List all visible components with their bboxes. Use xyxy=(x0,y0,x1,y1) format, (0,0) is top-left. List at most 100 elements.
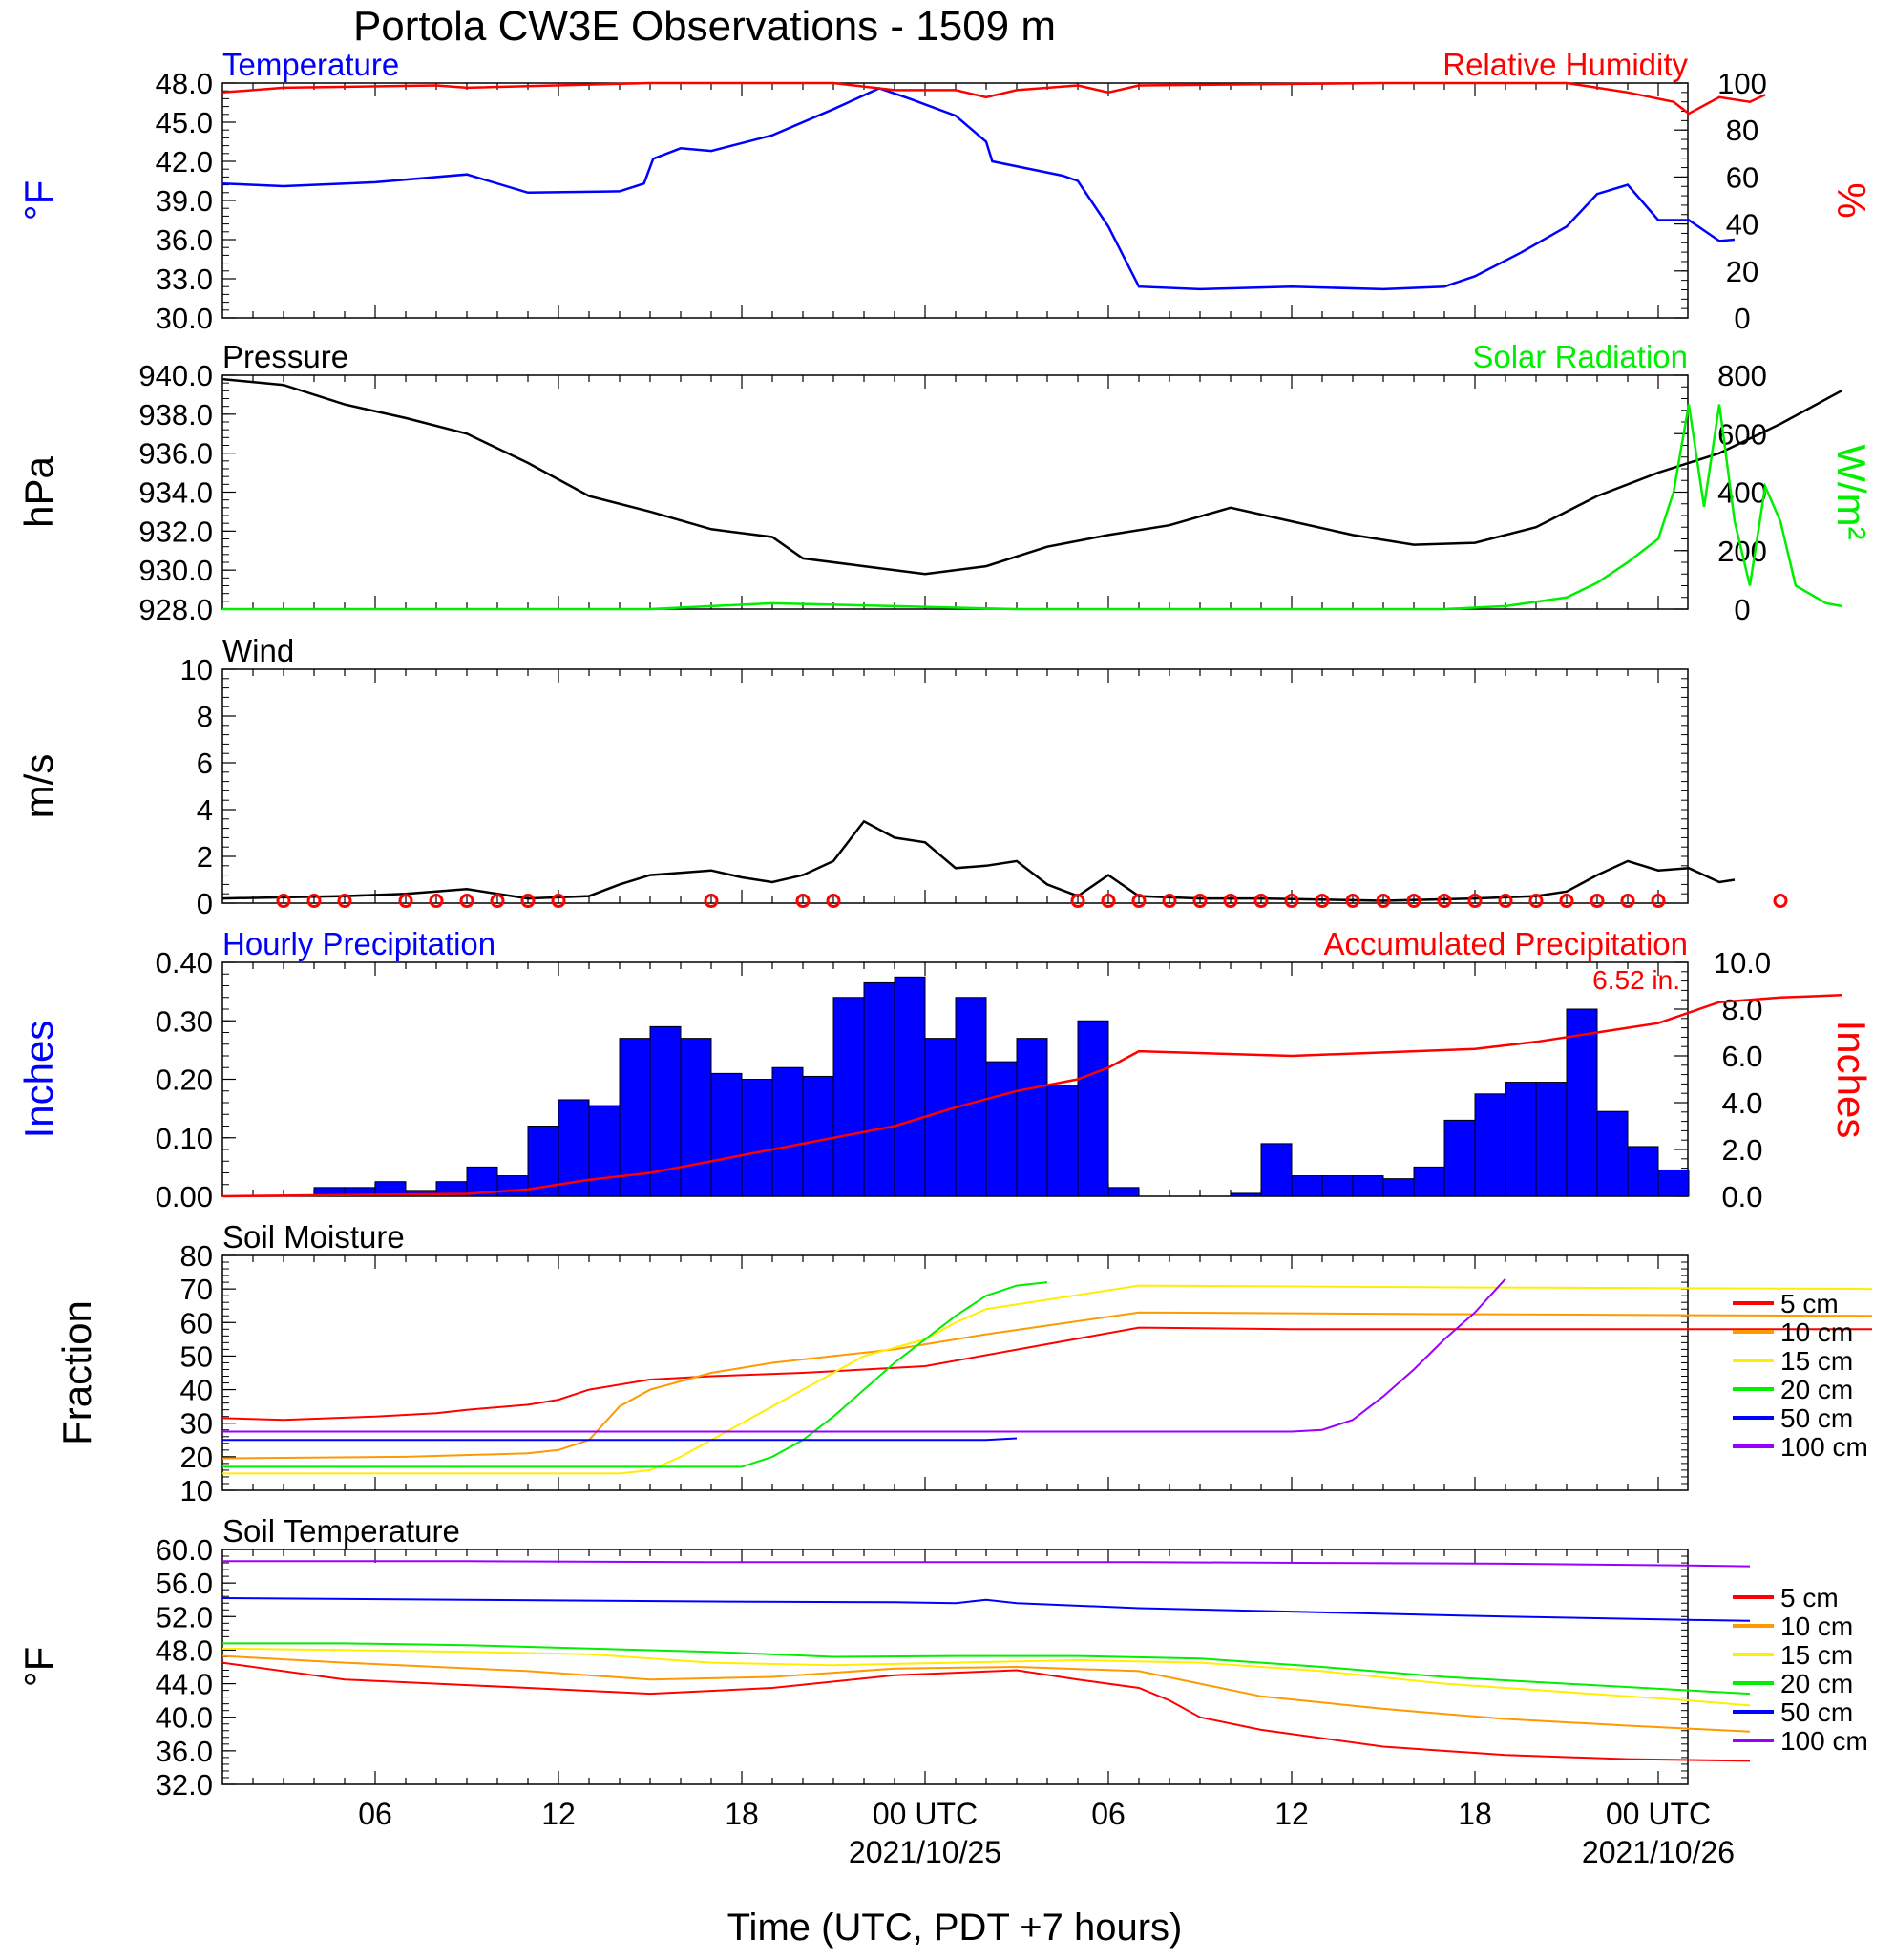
y-right-tick-label: 400 xyxy=(1717,476,1767,510)
accumulated-annotation: 6.52 in. xyxy=(1592,965,1680,995)
precip-bar xyxy=(1566,1008,1598,1197)
y-tick-label: 40 xyxy=(180,1374,213,1407)
precip-bar xyxy=(1077,1020,1109,1197)
series-line xyxy=(222,1281,1048,1468)
precip-bar xyxy=(1260,1143,1293,1197)
y-tick-label: 44.0 xyxy=(156,1668,213,1701)
legend-label: 10 cm xyxy=(1780,1317,1853,1347)
wind-calm-marker xyxy=(459,894,474,909)
series-line xyxy=(222,1284,1873,1475)
series-line xyxy=(221,1647,1751,1707)
y-tick-label: 30.0 xyxy=(156,302,213,335)
precip-bar xyxy=(619,1038,651,1197)
panel-left-title: Soil Temperature xyxy=(222,1513,460,1549)
y-right-tick-label: 40 xyxy=(1726,208,1758,242)
legend-label: 100 cm xyxy=(1780,1726,1868,1756)
wind-calm-marker xyxy=(1284,894,1299,909)
chart-panels: 30.033.036.039.042.045.048.0020406080100… xyxy=(16,47,1874,1869)
precip-bar xyxy=(1291,1175,1323,1197)
panel-frame xyxy=(221,374,1689,610)
y-tick-label: 934.0 xyxy=(138,476,213,510)
precip-bar xyxy=(496,1175,529,1197)
panel-left-title: Temperature xyxy=(222,47,399,82)
precip-bar xyxy=(802,1075,834,1197)
y-tick-label: 48.0 xyxy=(156,1633,213,1667)
precip-bar xyxy=(588,1105,621,1197)
legend-label: 15 cm xyxy=(1780,1640,1853,1670)
wind-calm-marker xyxy=(551,894,566,909)
y-tick-label: 0 xyxy=(197,887,213,920)
y-right-tick-label: 100 xyxy=(1717,67,1767,100)
wind-calm-marker xyxy=(1315,894,1330,909)
wind-calm-marker xyxy=(1192,894,1208,909)
y-right-tick-label: 4.0 xyxy=(1721,1086,1762,1120)
series-line xyxy=(221,1597,1751,1622)
wind-calm-marker xyxy=(1467,894,1483,909)
y-tick-label: 0.00 xyxy=(156,1180,213,1213)
y-tick-label: 36.0 xyxy=(156,223,213,257)
wind-calm-marker xyxy=(337,894,352,909)
y-tick-label: 2 xyxy=(197,840,213,874)
legend-label: 100 cm xyxy=(1780,1432,1868,1462)
y-right-tick-label: 20 xyxy=(1726,255,1758,288)
series-line xyxy=(221,1654,1751,1733)
y-axis-label-left: Fraction xyxy=(54,1300,99,1445)
wind-calm-marker xyxy=(1406,894,1421,909)
precip-bar xyxy=(1535,1082,1568,1197)
precip-bar xyxy=(832,997,865,1197)
y-tick-label: 10 xyxy=(180,653,213,686)
precip-bar xyxy=(1321,1175,1354,1197)
y-tick-label: 938.0 xyxy=(138,398,213,432)
y-tick-label: 936.0 xyxy=(138,437,213,471)
x-tick-date: 2021/10/25 xyxy=(849,1835,1001,1869)
wind-calm-marker xyxy=(520,894,536,909)
wind-calm-marker xyxy=(1437,894,1452,909)
precip-bar xyxy=(1352,1175,1384,1197)
series-line xyxy=(221,819,1736,902)
wind-calm-marker xyxy=(1498,894,1513,909)
wind-calm-marker xyxy=(1651,894,1666,909)
wind-calm-marker xyxy=(826,894,841,909)
precip-bar xyxy=(1046,1085,1079,1197)
series-line xyxy=(222,1277,1506,1433)
panel-right-title: Accumulated Precipitation xyxy=(1323,926,1688,961)
legend-label: 20 cm xyxy=(1780,1375,1853,1404)
y-tick-label: 60.0 xyxy=(156,1533,213,1567)
y-tick-label: 4 xyxy=(197,793,213,827)
y-tick-label: 932.0 xyxy=(138,515,213,548)
y-right-tick-label: 6.0 xyxy=(1721,1040,1762,1073)
x-tick-label: 18 xyxy=(1458,1797,1492,1831)
precip-bar xyxy=(1230,1192,1262,1197)
wind-calm-marker xyxy=(795,894,811,909)
panel-left-title: Hourly Precipitation xyxy=(222,926,495,961)
y-right-tick-label: 2.0 xyxy=(1721,1133,1762,1167)
y-right-tick-label: 0.0 xyxy=(1721,1180,1762,1213)
series-line xyxy=(222,404,1842,611)
wind-calm-marker xyxy=(1345,894,1360,909)
wind-calm-marker xyxy=(1253,894,1269,909)
precip-bar xyxy=(924,1038,957,1197)
precip-bar xyxy=(374,1181,407,1197)
y-tick-label: 32.0 xyxy=(156,1768,213,1802)
y-tick-label: 60 xyxy=(180,1306,213,1339)
y-tick-label: 52.0 xyxy=(156,1600,213,1633)
y-tick-label: 10 xyxy=(180,1474,213,1507)
y-right-tick-label: 8.0 xyxy=(1721,993,1762,1026)
panel-pressure-solar: 928.0930.0932.0934.0936.0938.0940.002004… xyxy=(16,339,1874,626)
precip-bar xyxy=(1596,1110,1629,1197)
y-tick-label: 30 xyxy=(180,1407,213,1441)
y-axis-label-left: °F xyxy=(16,1647,61,1687)
precip-bar xyxy=(863,981,895,1197)
wind-calm-marker xyxy=(398,894,413,909)
panel-right-title: Solar Radiation xyxy=(1472,339,1688,374)
precip-bar xyxy=(985,1061,1018,1197)
series-line xyxy=(222,1642,1751,1696)
precip-bar xyxy=(955,997,987,1197)
y-right-tick-label: 0 xyxy=(1734,593,1750,626)
y-tick-label: 40.0 xyxy=(156,1701,213,1735)
panel-left-title: Pressure xyxy=(222,339,348,374)
y-tick-label: 20 xyxy=(180,1441,213,1474)
wind-calm-marker xyxy=(1559,894,1574,909)
precip-bar xyxy=(894,976,926,1197)
y-tick-label: 80 xyxy=(180,1239,213,1273)
